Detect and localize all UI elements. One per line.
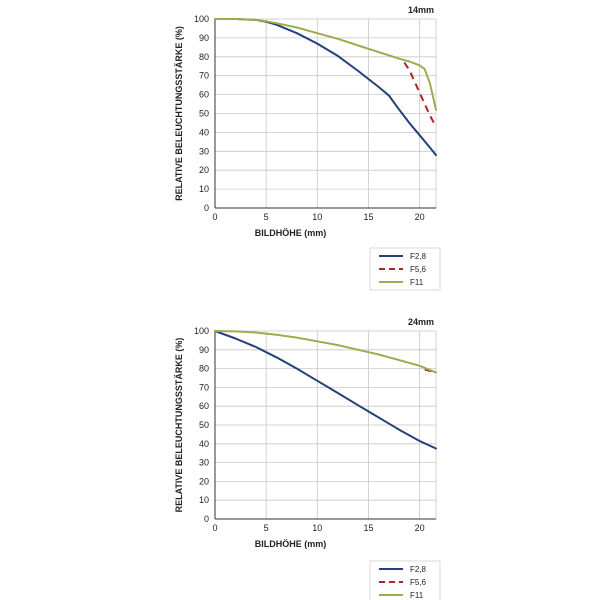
y-axis-title: RELATIVE BELEUCHTUNGSSTÄRKE (%)	[174, 338, 184, 513]
chart-24mm: 0 10 20 30 40 50 60 70 80 90 100 0 5 10 15 20 24mm BILDHÖ…	[174, 317, 441, 600]
y-tick-label: 10	[199, 495, 209, 505]
x-axis-title: BILDHÖHE (mm)	[255, 228, 327, 238]
chart-title: 14mm	[408, 5, 434, 15]
y-tick-label: 30	[199, 146, 209, 156]
y-tick-label: 50	[199, 109, 209, 119]
x-tick-label: 20	[415, 212, 425, 222]
x-tick-label: 0	[212, 523, 217, 533]
series-line-f2-8	[214, 330, 437, 450]
chart-title: 24mm	[408, 317, 434, 327]
x-tick-label: 0	[212, 212, 217, 222]
y-tick-label: 0	[204, 514, 209, 524]
legend-label: F11	[410, 591, 424, 600]
y-tick-label: 20	[199, 165, 209, 175]
y-tick-label: 50	[199, 420, 209, 430]
x-tick-label: 15	[363, 523, 373, 533]
legend-label: F2,8	[410, 565, 427, 574]
chart-14mm: 0 10 20 30 40 50 60 70 80 90 100 0 5 10 15 20 14mm BILDHÖ…	[174, 5, 441, 291]
y-tick-label: 80	[199, 52, 209, 62]
x-tick-label: 5	[264, 523, 269, 533]
y-tick-label: 10	[199, 184, 209, 194]
y-tick-label: 70	[199, 71, 209, 81]
x-tick-label: 10	[312, 523, 322, 533]
y-tick-label: 90	[199, 33, 209, 43]
legend-label: F11	[410, 278, 424, 287]
y-tick-label: 30	[199, 458, 209, 468]
x-tick-label: 5	[264, 212, 269, 222]
legend-label: F5,6	[410, 265, 427, 274]
series-line-f11	[214, 330, 437, 374]
series-line-f11	[214, 18, 437, 111]
x-axis-title: BILDHÖHE (mm)	[255, 539, 327, 549]
legend-box	[369, 560, 441, 600]
y-tick-label: 0	[204, 203, 209, 213]
y-axis-title: RELATIVE BELEUCHTUNGSSTÄRKE (%)	[174, 26, 184, 201]
y-tick-label: 70	[199, 382, 209, 392]
x-tick-label: 15	[363, 212, 373, 222]
series-line-f2-8	[214, 18, 437, 157]
y-tick-label: 100	[194, 326, 209, 336]
legend-label: F2,8	[410, 252, 427, 261]
y-tick-label: 40	[199, 439, 209, 449]
x-tick-label: 20	[415, 523, 425, 533]
legend-label: F5,6	[410, 578, 427, 587]
y-tick-label: 20	[199, 476, 209, 486]
x-tick-label: 10	[312, 212, 322, 222]
y-tick-label: 90	[199, 345, 209, 355]
y-tick-label: 60	[199, 90, 209, 100]
y-tick-label: 60	[199, 401, 209, 411]
y-tick-label: 40	[199, 127, 209, 137]
y-tick-label: 100	[194, 14, 209, 24]
y-tick-label: 80	[199, 364, 209, 374]
